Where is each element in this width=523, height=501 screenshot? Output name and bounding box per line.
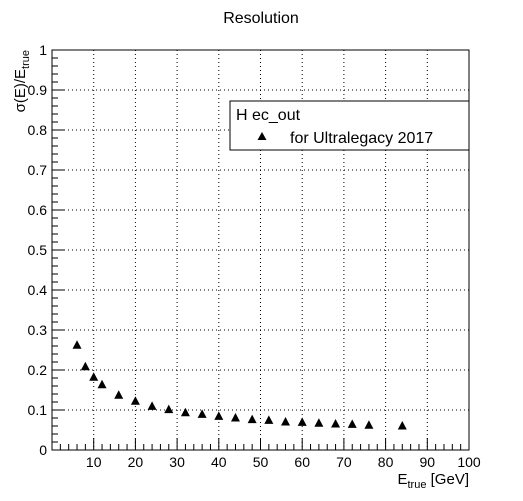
y-tick-label: 0.1 bbox=[28, 402, 48, 418]
data-point-triangle bbox=[397, 421, 407, 430]
y-tick-label: 0.6 bbox=[28, 202, 48, 218]
data-point-triangle bbox=[364, 420, 374, 429]
y-tick-label: 0.9 bbox=[28, 82, 48, 98]
y-axis-title-main: σ(E)/E bbox=[12, 69, 29, 112]
x-tick-label: 100 bbox=[457, 454, 481, 470]
x-tick-label: 50 bbox=[253, 454, 269, 470]
data-point-triangle bbox=[331, 419, 341, 428]
y-tick-label: 0.3 bbox=[28, 322, 48, 338]
y-tick-label: 0.7 bbox=[28, 162, 48, 178]
data-point-triangle bbox=[247, 414, 257, 424]
tick-labels: 10 20 30 40 50 60 70 80 90 100 0 0.1 0.2 0.3 0.4 0.5 0.6… bbox=[28, 42, 481, 470]
x-tick-label: 10 bbox=[86, 454, 102, 470]
x-axis-title-sub: true bbox=[408, 479, 427, 491]
x-axis-title: Etrue [GeV] bbox=[397, 471, 469, 491]
y-axis-title: σ(E)/Etrue bbox=[12, 50, 32, 112]
x-axis-title-main: E bbox=[397, 471, 407, 488]
data-point-triangle bbox=[314, 418, 324, 427]
data-point-triangle bbox=[264, 415, 274, 424]
x-tick-label: 40 bbox=[211, 454, 227, 470]
legend: H ec_out for Ultralegacy 2017 bbox=[229, 100, 470, 151]
y-tick-label: 0.8 bbox=[28, 122, 48, 138]
x-tick-label: 80 bbox=[378, 454, 394, 470]
y-tick-label: 0 bbox=[39, 442, 47, 458]
legend-entry-label: for Ultralegacy 2017 bbox=[290, 130, 433, 147]
y-tick-label: 0.4 bbox=[28, 282, 48, 298]
data-point-triangle bbox=[281, 417, 291, 426]
y-tick-label: 0.2 bbox=[28, 362, 48, 378]
x-tick-label: 70 bbox=[336, 454, 352, 470]
x-tick-label: 90 bbox=[420, 454, 436, 470]
y-axis-title-sub: true bbox=[20, 50, 32, 69]
data-point-triangle bbox=[147, 401, 157, 410]
data-point-triangle bbox=[97, 379, 107, 389]
data-point-triangle bbox=[130, 396, 140, 405]
data-point-triangle bbox=[180, 407, 190, 417]
data-point-triangle bbox=[114, 390, 124, 399]
legend-box bbox=[229, 100, 470, 151]
y-tick-label: 1 bbox=[39, 42, 47, 58]
data-point-triangle bbox=[164, 404, 174, 414]
data-point-triangle bbox=[347, 419, 357, 428]
legend-marker-triangle bbox=[257, 132, 267, 140]
data-point-triangle bbox=[72, 340, 82, 349]
data-point-triangle bbox=[297, 417, 307, 426]
x-axis-title-unit: [GeV] bbox=[426, 471, 469, 488]
data-point-triangle bbox=[214, 411, 224, 420]
axis-ticks bbox=[52, 49, 470, 451]
x-tick-label: 30 bbox=[169, 454, 185, 470]
y-tick-label: 0.5 bbox=[28, 242, 48, 258]
data-point-triangle bbox=[230, 413, 240, 422]
data-point-triangle bbox=[89, 372, 99, 381]
data-point-triangle bbox=[197, 409, 207, 418]
legend-header: H ec_out bbox=[236, 107, 301, 124]
data-points bbox=[72, 340, 407, 430]
chart-title: Resolution bbox=[223, 10, 299, 27]
data-point-triangle bbox=[80, 361, 90, 371]
x-tick-label: 20 bbox=[128, 454, 144, 470]
x-tick-label: 60 bbox=[294, 454, 310, 470]
